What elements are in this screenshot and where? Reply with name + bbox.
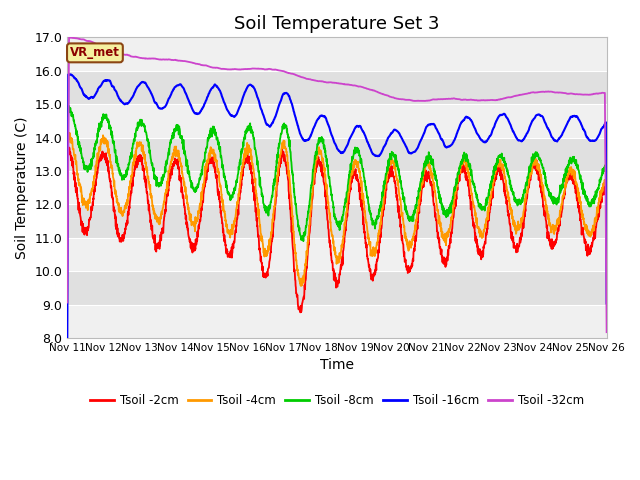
Tsoil -8cm [63,110,71,116]
Tsoil -16cm [214,85,222,91]
Tsoil -16cm [556,135,563,141]
Tsoil -32cm [570,91,578,97]
Bar [67,171,607,204]
Tsoil -4cm [364,232,372,238]
Tsoil -16cm [67,72,74,77]
Tsoil -32cm [67,35,74,41]
Tsoil -16cm [494,116,502,121]
Bar [67,138,607,171]
Tsoil -16cm [570,113,578,119]
Bar [67,271,607,305]
Tsoil -8cm [603,163,611,168]
Tsoil -2cm [494,168,502,174]
Bar [67,305,607,338]
Tsoil -16cm [603,300,611,306]
Line: Tsoil -4cm: Tsoil -4cm [67,132,607,286]
Tsoil -4cm [603,174,611,180]
Line: Tsoil -2cm: Tsoil -2cm [67,143,607,312]
Tsoil -32cm [556,90,563,96]
Tsoil -8cm [300,238,307,244]
Tsoil -8cm [214,142,222,147]
Title: Soil Temperature Set 3: Soil Temperature Set 3 [234,15,440,33]
Line: Tsoil -8cm: Tsoil -8cm [67,106,607,241]
Tsoil -2cm [296,310,304,315]
Tsoil -8cm [65,103,72,108]
Text: VR_met: VR_met [70,47,120,60]
Tsoil -8cm [494,156,502,162]
Bar [67,37,607,71]
Tsoil -4cm [297,283,305,288]
Tsoil -2cm [556,220,563,226]
Bar [67,204,607,238]
Tsoil -4cm [353,159,360,165]
Tsoil -8cm [570,158,578,164]
Tsoil -32cm [364,86,372,92]
Y-axis label: Soil Temperature (C): Soil Temperature (C) [15,117,29,259]
Tsoil -4cm [63,129,71,135]
Tsoil -32cm [353,83,360,89]
Tsoil -16cm [353,123,360,129]
Tsoil -32cm [63,300,71,305]
Tsoil -8cm [556,192,563,198]
Tsoil -4cm [570,172,578,178]
Bar [67,238,607,271]
Tsoil -2cm [63,140,71,146]
Tsoil -2cm [570,179,578,184]
Tsoil -8cm [353,149,361,155]
Tsoil -4cm [214,167,221,172]
Tsoil -32cm [494,97,502,103]
Tsoil -2cm [364,259,372,265]
Legend: Tsoil -2cm, Tsoil -4cm, Tsoil -8cm, Tsoil -16cm, Tsoil -32cm: Tsoil -2cm, Tsoil -4cm, Tsoil -8cm, Tsoi… [85,389,589,411]
Tsoil -4cm [494,161,502,167]
Line: Tsoil -32cm: Tsoil -32cm [67,38,607,332]
Bar [67,104,607,138]
Line: Tsoil -16cm: Tsoil -16cm [67,74,607,340]
Tsoil -16cm [63,337,71,343]
Tsoil -2cm [353,174,360,180]
Tsoil -32cm [214,65,222,71]
Tsoil -8cm [365,202,372,207]
X-axis label: Time: Time [320,359,354,372]
Tsoil -4cm [556,215,563,221]
Bar [67,71,607,104]
Tsoil -16cm [364,141,372,147]
Tsoil -2cm [603,188,611,193]
Tsoil -2cm [214,189,221,195]
Tsoil -32cm [603,329,611,335]
